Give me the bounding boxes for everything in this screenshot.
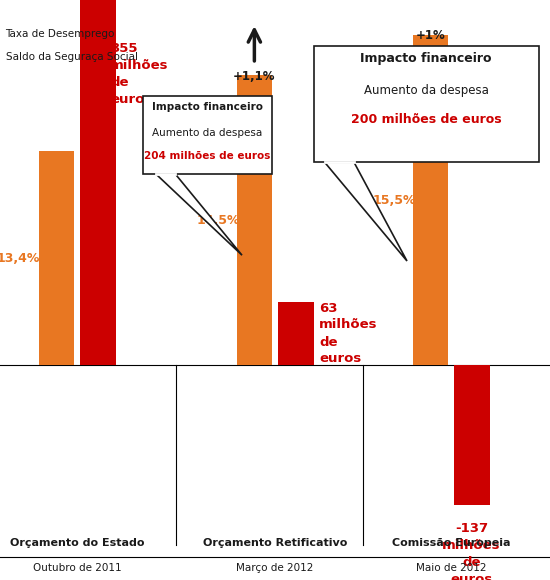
Text: 15,5%: 15,5% [373, 194, 416, 206]
Bar [454, 365, 490, 505]
Text: 355
milhões
de
euros: 355 milhões de euros [110, 42, 168, 106]
Text: +1%: +1% [415, 29, 446, 42]
Text: Aumento da despesa: Aumento da despesa [364, 84, 489, 97]
Text: Outubro de 2011: Outubro de 2011 [32, 563, 122, 572]
Text: 14,5%: 14,5% [197, 214, 240, 227]
Text: Saldo da Seguraça Social: Saldo da Seguraça Social [6, 52, 138, 62]
Bar [80, 0, 116, 365]
Bar [412, 35, 448, 365]
Text: +1,1%: +1,1% [233, 70, 276, 82]
Text: -137
milhões
de
euros: -137 milhões de euros [442, 522, 501, 580]
Text: 200 milhões de euros: 200 milhões de euros [351, 113, 502, 126]
Text: Orçamento do Estado: Orçamento do Estado [10, 538, 144, 548]
Bar [278, 302, 314, 365]
Polygon shape [156, 174, 242, 255]
FancyBboxPatch shape [314, 46, 539, 162]
Text: Orçamento Retificativo: Orçamento Retificativo [203, 538, 347, 548]
Text: Impacto financeiro: Impacto financeiro [360, 52, 492, 65]
Bar [39, 151, 74, 365]
Text: 204 milhões de euros: 204 milhões de euros [145, 151, 271, 161]
Text: 13,4%: 13,4% [0, 252, 40, 264]
Text: Impacto financeiro: Impacto financeiro [152, 102, 263, 111]
Text: Março de 2012: Março de 2012 [236, 563, 314, 572]
FancyBboxPatch shape [143, 96, 272, 174]
Text: 63
milhões
de
euros: 63 milhões de euros [319, 302, 377, 365]
Bar [236, 75, 272, 365]
Text: Maio de 2012: Maio de 2012 [416, 563, 486, 572]
Text: Comissão Europeia: Comissão Europeia [392, 538, 510, 548]
Text: Aumento da despesa: Aumento da despesa [152, 128, 263, 137]
Polygon shape [324, 162, 407, 261]
Text: Taxa de Desemprego: Taxa de Desemprego [6, 29, 115, 39]
